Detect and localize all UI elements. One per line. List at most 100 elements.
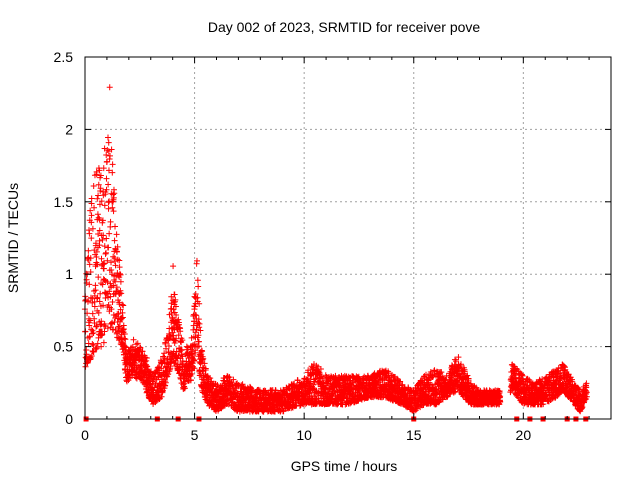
data-point <box>109 299 116 306</box>
data-point <box>86 261 93 268</box>
data-point <box>178 346 185 353</box>
data-point <box>179 337 186 344</box>
data-point <box>107 293 114 300</box>
data-point <box>175 332 182 339</box>
data-point <box>165 342 172 349</box>
data-point <box>497 393 504 400</box>
data-point <box>99 331 106 338</box>
data-point <box>89 225 96 232</box>
data-point <box>88 326 95 333</box>
data-point <box>100 339 107 346</box>
data-point <box>137 344 144 351</box>
data-point <box>110 191 117 198</box>
data-point <box>95 309 102 316</box>
data-point <box>436 398 443 405</box>
x-tick-label: 5 <box>191 427 199 443</box>
data-point <box>147 368 154 375</box>
data-point <box>87 255 94 262</box>
data-point <box>143 357 150 364</box>
data-point <box>86 230 93 237</box>
data-point <box>112 278 119 285</box>
data-point <box>99 217 106 224</box>
data-point <box>562 366 569 373</box>
data-point <box>105 181 112 188</box>
data-point <box>191 357 198 364</box>
data-point <box>90 342 97 349</box>
data-point <box>96 227 103 234</box>
data-point <box>102 250 109 257</box>
data-point <box>129 343 136 350</box>
y-tick-label: 0.5 <box>54 339 74 355</box>
data-point <box>105 139 112 146</box>
data-point <box>103 175 110 182</box>
data-point <box>84 255 91 262</box>
data-point <box>115 310 122 317</box>
data-points <box>81 84 590 415</box>
data-point <box>110 208 117 215</box>
data-point <box>116 257 123 264</box>
data-point <box>86 281 93 288</box>
grid-lines <box>85 57 611 419</box>
data-point <box>94 195 101 202</box>
data-point <box>109 169 116 176</box>
data-point <box>93 248 100 255</box>
data-point <box>383 373 390 380</box>
data-point <box>173 311 180 318</box>
data-point <box>518 371 525 378</box>
data-point <box>100 265 107 272</box>
data-point <box>451 385 458 392</box>
data-point <box>84 360 91 367</box>
data-point <box>165 370 172 377</box>
data-point <box>113 248 120 255</box>
data-point <box>93 171 100 178</box>
data-point <box>497 399 504 406</box>
data-point <box>94 211 101 218</box>
data-point <box>93 253 100 260</box>
data-point <box>111 190 118 197</box>
x-tick-label: 0 <box>81 427 89 443</box>
data-point <box>540 401 547 408</box>
y-tick-label: 2 <box>65 121 73 137</box>
y-tick-label: 2.5 <box>54 49 74 65</box>
data-point <box>103 186 110 193</box>
x-tick-label: 10 <box>296 427 312 443</box>
data-point <box>95 274 102 281</box>
data-point <box>565 371 572 378</box>
data-point <box>302 385 309 392</box>
data-point <box>88 212 95 219</box>
data-point <box>117 271 124 278</box>
data-point <box>172 296 179 303</box>
data-point <box>112 262 119 269</box>
data-point <box>194 277 201 284</box>
data-point <box>86 333 93 340</box>
x-tick-label: 20 <box>516 427 532 443</box>
data-point <box>103 235 110 242</box>
data-point <box>305 375 312 382</box>
data-point <box>348 390 355 397</box>
data-point <box>104 257 111 264</box>
data-point <box>92 240 99 247</box>
data-point <box>121 343 128 350</box>
data-point <box>320 375 327 382</box>
data-point <box>101 202 108 209</box>
data-point <box>143 355 150 362</box>
data-point <box>110 282 117 289</box>
data-point <box>90 330 97 337</box>
data-point <box>199 348 206 355</box>
data-point <box>95 181 102 188</box>
data-point <box>575 385 582 392</box>
data-point <box>122 336 129 343</box>
data-point <box>120 326 127 333</box>
data-point <box>197 327 204 334</box>
data-point <box>239 381 246 388</box>
data-point <box>207 375 214 382</box>
data-point <box>171 291 178 298</box>
data-point <box>465 375 472 382</box>
data-point <box>97 172 104 179</box>
data-point <box>88 235 95 242</box>
data-point <box>170 263 177 270</box>
data-point <box>112 223 119 230</box>
data-point <box>162 379 169 386</box>
data-point <box>89 310 96 317</box>
